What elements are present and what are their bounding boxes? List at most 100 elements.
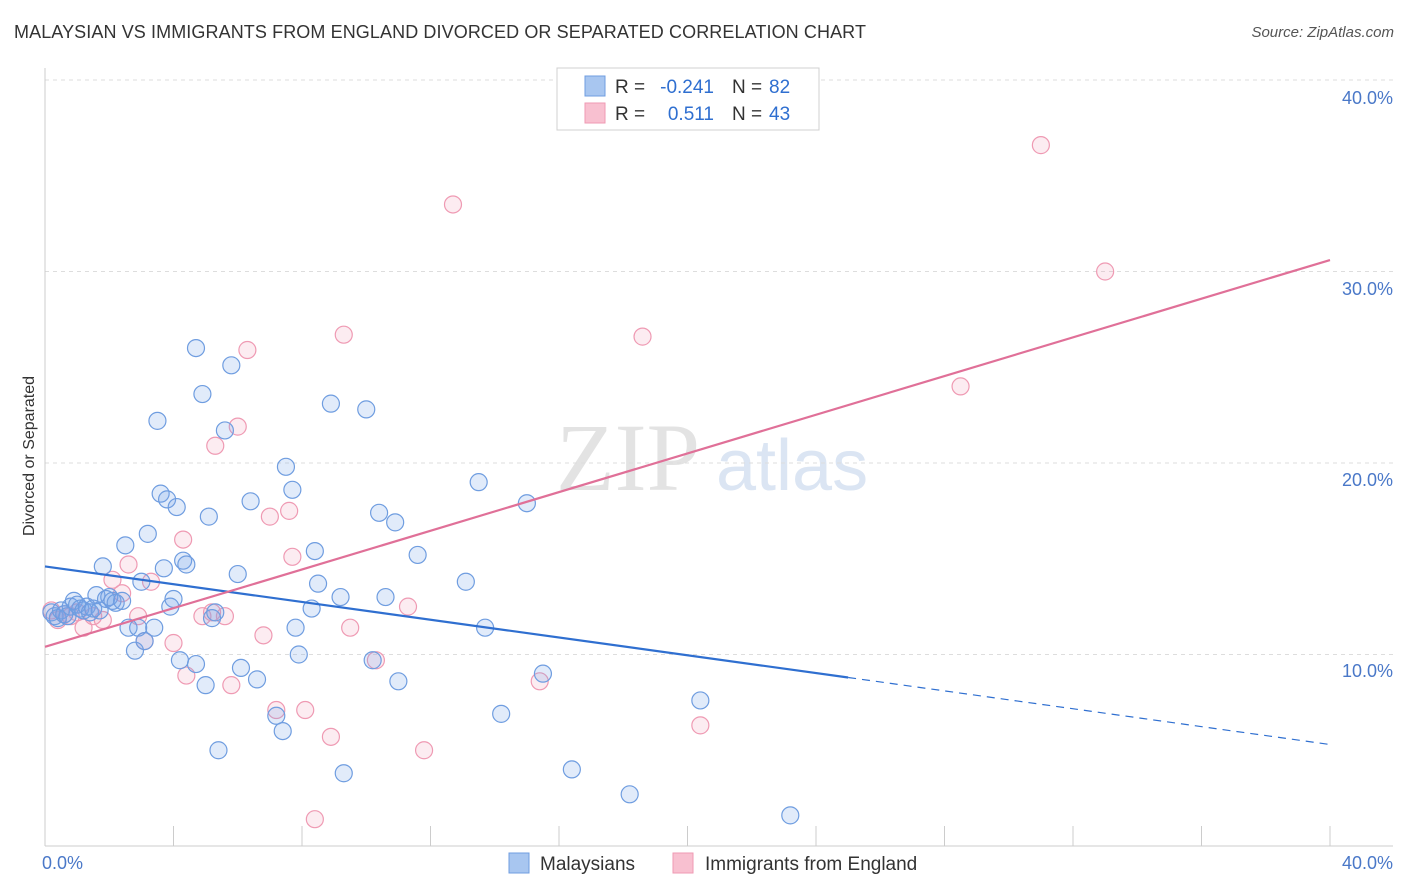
malaysian-point xyxy=(781,806,800,825)
legend-r-value: 0.511 xyxy=(668,104,714,125)
malaysian-point xyxy=(241,492,260,511)
immigrants-point xyxy=(633,327,652,346)
series-legend: Malaysians Immigrants from England xyxy=(508,852,917,875)
malaysian-point xyxy=(386,513,405,532)
malaysian-point xyxy=(106,593,125,612)
malaysian-point xyxy=(267,706,286,725)
immigrants-point xyxy=(222,676,241,695)
legend-n-value: 43 xyxy=(769,104,790,125)
legend-r-value: -0.241 xyxy=(660,77,714,98)
malaysian-point xyxy=(96,589,116,609)
immigrants-point xyxy=(1096,262,1115,281)
immigrants-point xyxy=(443,195,463,214)
chart-title: MALAYSIAN VS IMMIGRANTS FROM ENGLAND DIV… xyxy=(14,22,867,42)
malaysian-point xyxy=(408,545,427,565)
immigrants-point xyxy=(260,507,279,526)
axes xyxy=(44,68,1393,847)
malaysian-point xyxy=(186,339,206,358)
malaysian-point xyxy=(228,564,247,584)
malaysian-point xyxy=(389,672,408,691)
malaysian-point xyxy=(206,603,225,622)
malaysian-point xyxy=(84,599,103,618)
immigrants-point xyxy=(254,626,273,645)
malaysian-point xyxy=(112,591,132,610)
bottom-legend-label: Malaysians xyxy=(540,854,635,875)
y-tick-label: 10.0% xyxy=(1342,661,1393,681)
legend-swatch-malaysians xyxy=(584,75,606,97)
malaysian-point xyxy=(691,691,710,710)
y-axis-title: Divorced or Separated xyxy=(21,376,38,536)
malaysian-point xyxy=(132,572,151,591)
malaysian-point xyxy=(620,785,639,804)
malaysian-points xyxy=(42,339,800,825)
x-tick-label: 40.0% xyxy=(1342,853,1393,873)
immigrants-point xyxy=(119,555,138,574)
immigrants-point xyxy=(238,340,257,360)
malaysian-point xyxy=(145,618,164,637)
malaysian-point xyxy=(164,589,183,609)
immigrants-point xyxy=(414,741,434,760)
bottom-legend-swatch-immigrants xyxy=(672,852,694,874)
malaysian-point xyxy=(125,641,145,660)
watermark-zip: ZIP xyxy=(556,404,700,511)
malaysian-point xyxy=(167,497,186,517)
malaysian-point xyxy=(370,503,389,522)
immigrants-point xyxy=(206,436,225,455)
malaysian-point xyxy=(247,670,267,689)
malaysian-point xyxy=(138,524,157,543)
legend-r-label: R = xyxy=(615,77,645,98)
legend-swatch-immigrants xyxy=(584,102,606,124)
malaysian-point xyxy=(357,400,376,419)
grid-lines xyxy=(45,79,1393,655)
malaysian-point xyxy=(93,557,112,576)
malaysian-point xyxy=(222,356,241,375)
y-tick-label: 20.0% xyxy=(1342,470,1393,490)
malaysian-point xyxy=(196,676,215,695)
malaysian-point xyxy=(157,490,177,509)
malaysian-point xyxy=(215,421,234,440)
immigrants-point xyxy=(280,501,299,520)
malaysian-point xyxy=(186,654,206,674)
immigrants-point xyxy=(296,700,315,720)
malaysian-point xyxy=(148,411,167,430)
malaysian-point xyxy=(154,559,173,578)
immigrants-point xyxy=(283,547,302,566)
immigrants-point xyxy=(321,727,341,746)
malaysian-point xyxy=(103,591,122,610)
malaysian-point xyxy=(321,394,341,413)
malaysian-point xyxy=(135,631,154,651)
immigrants-trend-line xyxy=(44,258,1331,648)
malaysian-point xyxy=(71,599,90,618)
watermark-atlas: atlas xyxy=(716,426,868,506)
malaysian-point xyxy=(469,473,488,492)
legend-n-label: N = xyxy=(732,77,762,98)
y-tick-label: 30.0% xyxy=(1342,279,1393,299)
malaysian-point xyxy=(363,651,382,670)
malaysian-point xyxy=(209,741,228,760)
malaysian-trend-extension xyxy=(848,676,1331,746)
immigrants-point xyxy=(267,700,286,720)
immigrants-point xyxy=(174,530,193,549)
malaysian-point xyxy=(308,574,328,593)
x-tick-label: 0.0% xyxy=(42,853,83,873)
malaysian-point xyxy=(456,572,475,591)
malaysian-point xyxy=(533,664,553,683)
malaysian-point xyxy=(231,658,251,678)
immigrants-point xyxy=(305,810,324,829)
malaysian-point xyxy=(177,555,196,574)
legend-r-label: R = xyxy=(615,104,645,125)
immigrants-point xyxy=(334,325,353,344)
source-label: Source: ZipAtlas.com xyxy=(1251,24,1394,41)
immigrants-point xyxy=(951,377,970,396)
malaysian-point xyxy=(286,618,305,637)
malaysian-point xyxy=(305,541,324,561)
immigrants-point xyxy=(341,618,360,637)
malaysian-point xyxy=(199,507,218,526)
malaysian-point xyxy=(283,480,302,499)
malaysian-point xyxy=(170,651,190,670)
malaysian-point xyxy=(562,760,581,779)
y-tick-label: 40.0% xyxy=(1342,88,1393,108)
malaysian-point xyxy=(376,587,395,607)
malaysian-point xyxy=(116,536,135,555)
